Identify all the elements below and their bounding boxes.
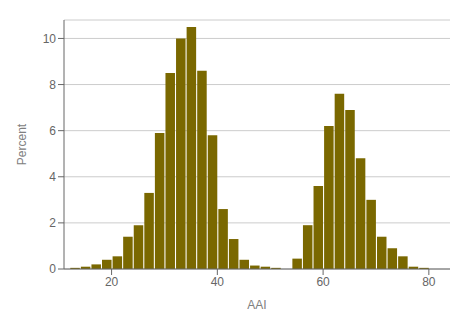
- svg-text:10: 10: [43, 32, 57, 46]
- svg-text:8: 8: [49, 78, 56, 92]
- svg-text:6: 6: [49, 124, 56, 138]
- svg-text:40: 40: [211, 275, 225, 289]
- svg-text:Percent: Percent: [15, 123, 29, 165]
- svg-text:80: 80: [422, 275, 436, 289]
- svg-text:4: 4: [49, 170, 56, 184]
- svg-text:0: 0: [49, 262, 56, 276]
- svg-text:2: 2: [49, 216, 56, 230]
- svg-text:20: 20: [105, 275, 119, 289]
- svg-text:AAI: AAI: [247, 298, 266, 312]
- svg-text:60: 60: [316, 275, 330, 289]
